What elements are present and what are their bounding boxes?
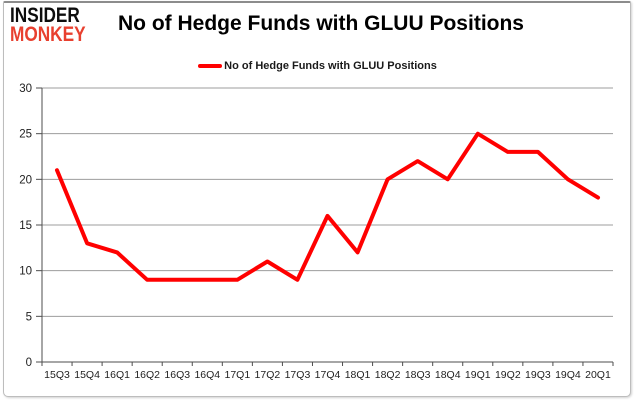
legend-line-swatch (198, 64, 223, 68)
chart-container (3, 1, 631, 397)
chart-title: No of Hedge Funds with GLUU Positions (118, 12, 524, 35)
legend: No of Hedge Funds with GLUU Positions (0, 58, 635, 74)
x-tick-label: 17Q1 (224, 369, 250, 381)
insider-monkey-logo: INSIDER MONKEY (10, 4, 102, 47)
y-tick-label: 5 (26, 311, 32, 323)
x-tick-label: 19Q2 (495, 369, 521, 381)
x-tick-label: 16Q2 (134, 369, 160, 381)
y-tick-label: 20 (19, 174, 32, 186)
y-tick-label: 10 (19, 266, 32, 278)
series-line (55, 131, 600, 282)
x-tick-label: 16Q3 (164, 369, 190, 381)
logo-line-monkey: MONKEY (10, 23, 86, 47)
logo-line-insider: INSIDER (10, 4, 80, 27)
x-tick-label: 15Q3 (44, 369, 70, 381)
x-tick-label: 19Q4 (555, 369, 581, 381)
y-tick-label: 30 (19, 83, 32, 95)
x-tick-label: 16Q1 (104, 369, 130, 381)
y-tick-label: 15 (19, 220, 32, 232)
x-tick-label: 19Q3 (525, 369, 551, 381)
x-tick-label: 20Q1 (585, 369, 611, 381)
x-tick-label: 17Q2 (255, 369, 281, 381)
x-tick-label: 18Q4 (435, 369, 461, 381)
x-tick-label: 17Q4 (315, 369, 341, 381)
x-tick-label: 18Q2 (375, 369, 401, 381)
x-tick-label: 18Q3 (405, 369, 431, 381)
x-tick-label: 19Q1 (465, 369, 491, 381)
x-tick-label: 16Q4 (194, 369, 220, 381)
legend-label: No of Hedge Funds with GLUU Positions (224, 60, 437, 72)
y-tick-label: 0 (26, 357, 32, 369)
y-tick-label: 25 (19, 129, 32, 141)
x-tick-label: 17Q3 (285, 369, 311, 381)
x-tick-label: 15Q4 (74, 369, 100, 381)
x-tick-label: 18Q1 (345, 369, 371, 381)
